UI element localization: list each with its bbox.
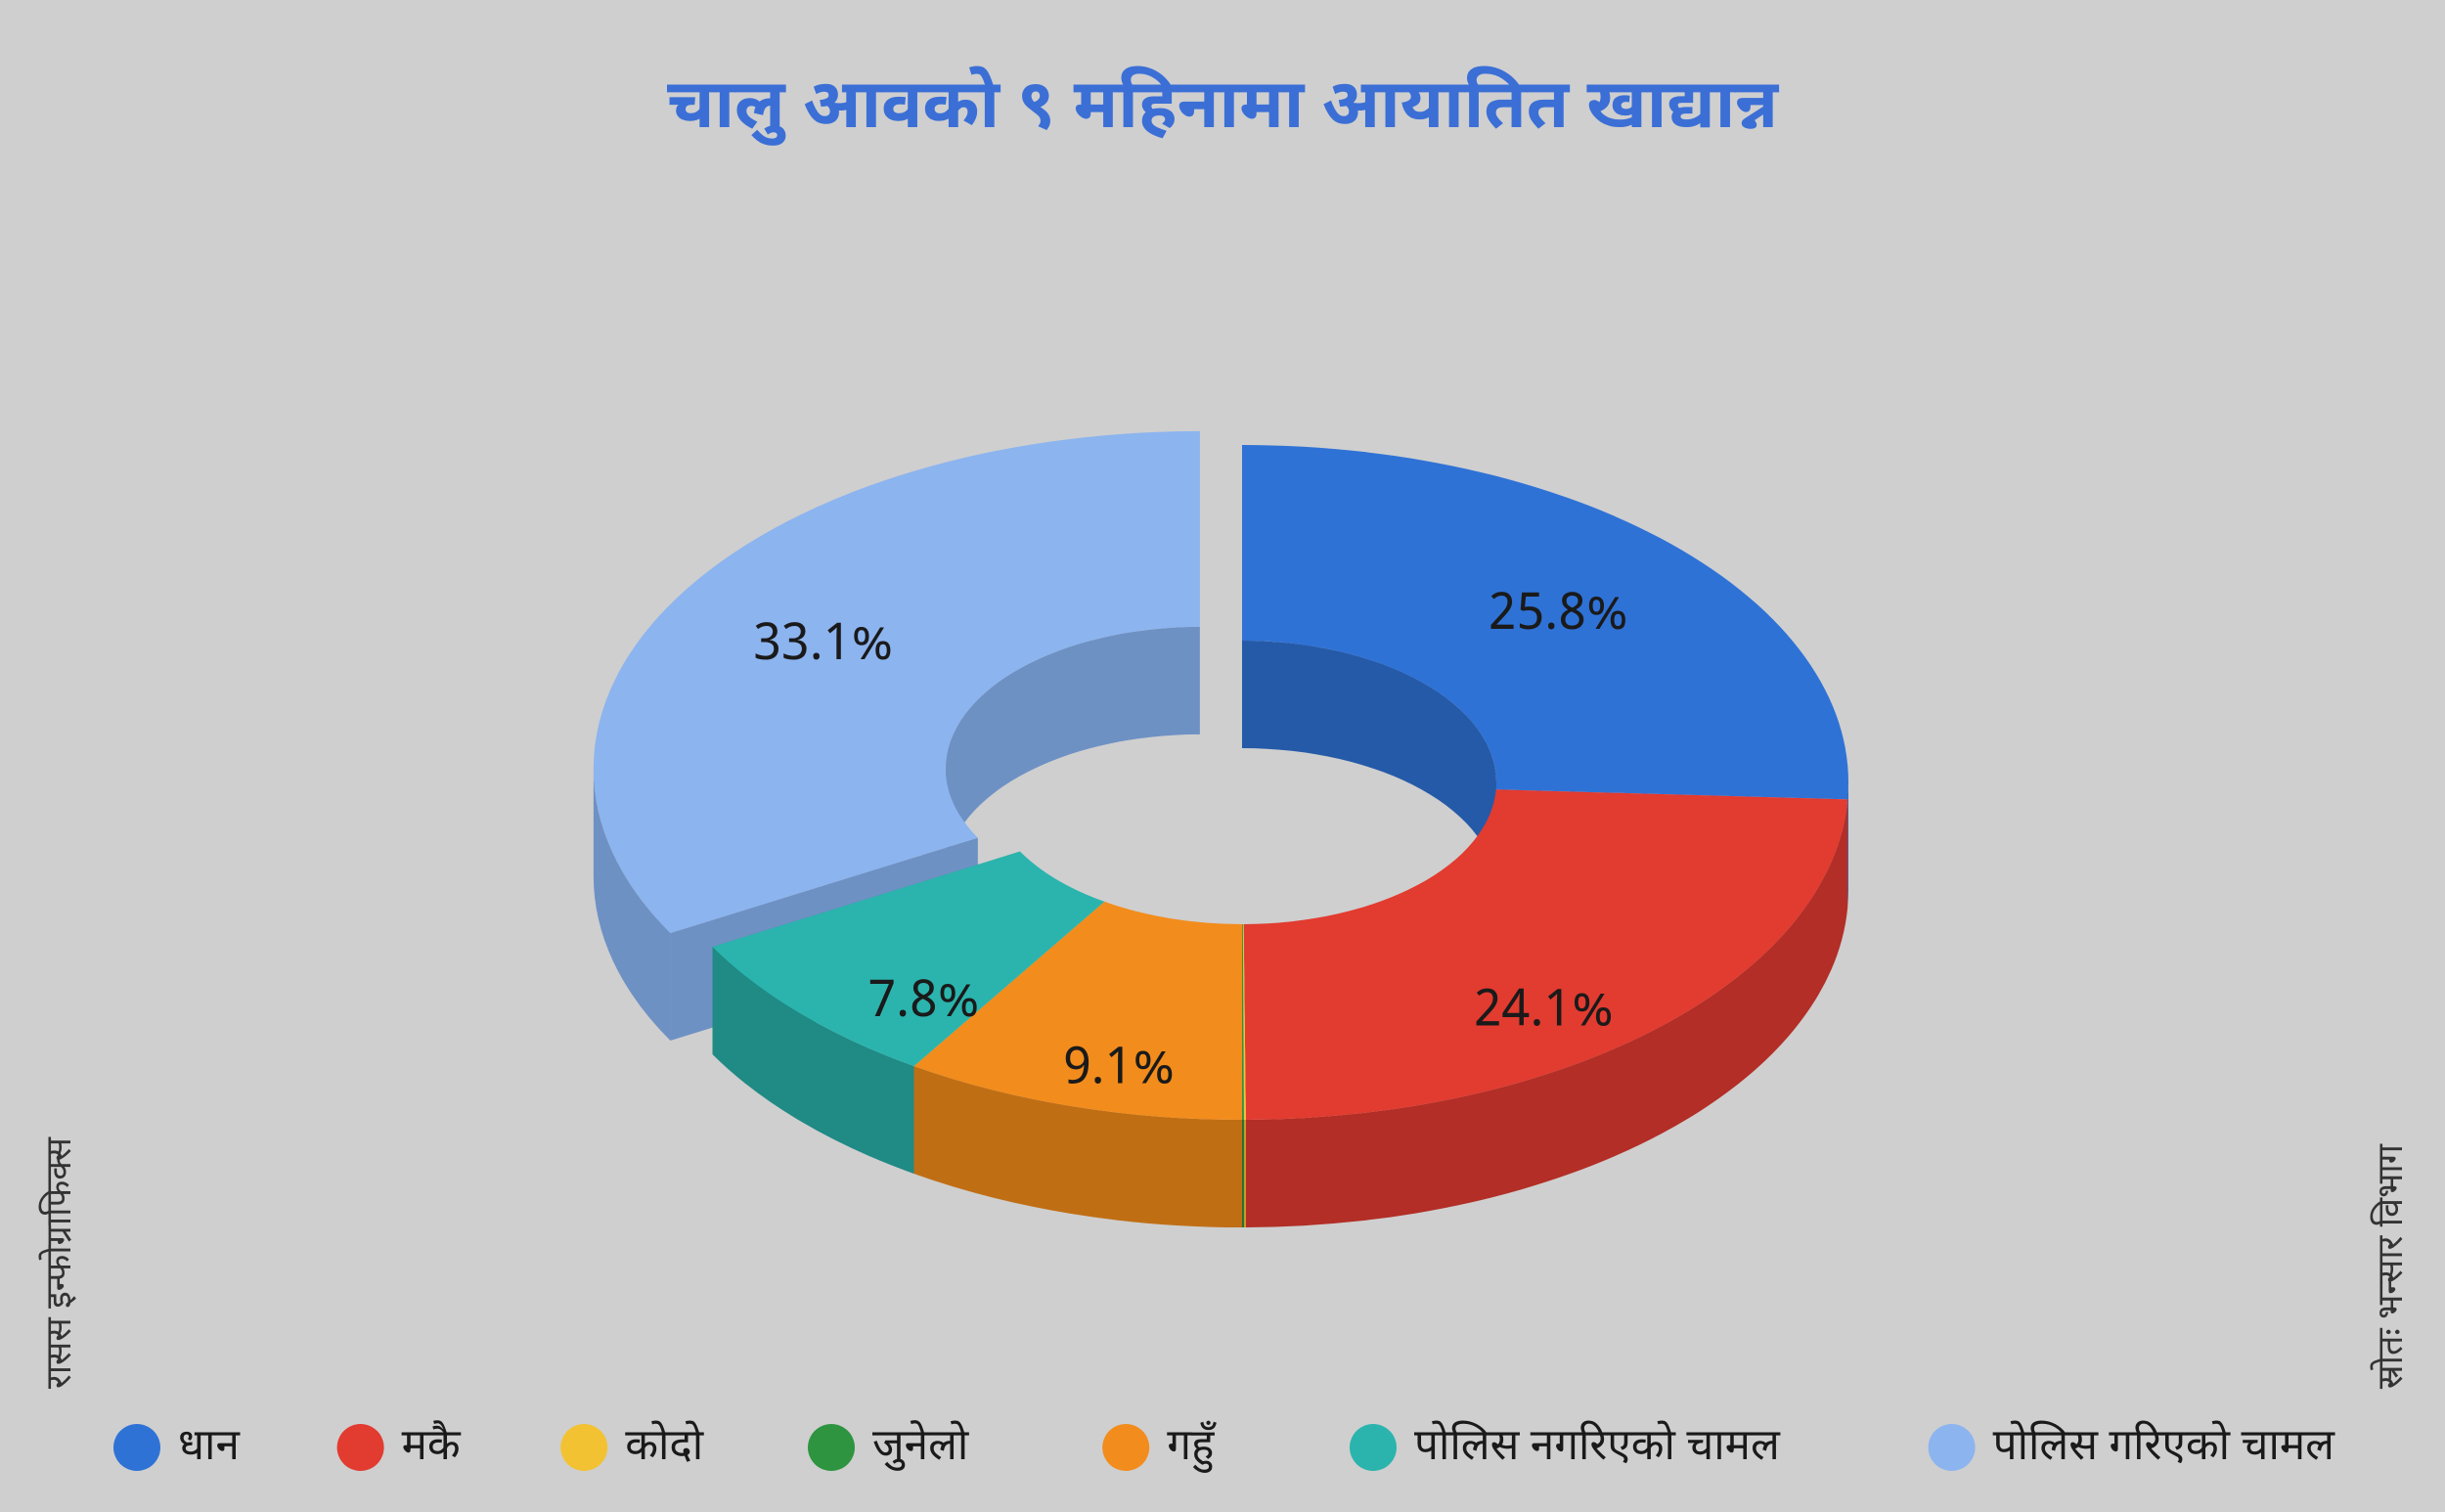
- legend-label-3: जुनेलो: [872, 1419, 970, 1477]
- slice-label-1: 24.1%: [1474, 980, 1614, 1046]
- legend-marker-4: [1102, 1424, 1149, 1471]
- legend-label-1: मकै: [402, 1419, 462, 1477]
- legend-marker-2: [560, 1424, 607, 1471]
- legend-item-5: पोलिस नगरिएको चामल: [1350, 1420, 1781, 1477]
- legend-item-2: कोदो: [560, 1420, 705, 1477]
- legend-marker-1: [337, 1424, 384, 1471]
- slice-outer-wall-3: [1242, 1120, 1244, 1227]
- slice-label-0: 25.8%: [1489, 584, 1628, 650]
- chart-background: [0, 0, 2445, 1512]
- slice-label-5: 7.8%: [867, 971, 979, 1038]
- legend-label-0: धान: [178, 1421, 241, 1477]
- slice-label-4: 9.1%: [1063, 1038, 1175, 1104]
- legend-label-5: पोलिस नगरिएको चामल: [1414, 1420, 1781, 1477]
- credit-left: रासस इन्फोग्राफिक्स: [39, 1137, 85, 1389]
- legend-marker-3: [808, 1424, 855, 1471]
- slice-outer-wall-0: [1847, 782, 1848, 907]
- legend-label-4: गहुँ: [1167, 1419, 1217, 1477]
- slice-label-6: 33.1%: [753, 614, 893, 681]
- legend-item-0: धान: [113, 1421, 241, 1477]
- legend-marker-0: [113, 1424, 160, 1471]
- chart-container: चालु आवको ९ महिनामा आयातित खाद्यान्न 25.8…: [0, 0, 2445, 1512]
- legend-marker-6: [1929, 1424, 1976, 1471]
- slice-outer-wall-2: [1244, 1120, 1246, 1227]
- legend-marker-5: [1350, 1424, 1397, 1471]
- donut-3d-chart: चालु आवको ९ महिनामा आयातित खाद्यान्न 25.8…: [0, 0, 2445, 1512]
- legend-label-2: कोदो: [625, 1420, 705, 1477]
- chart-title: चालु आवको ९ महिनामा आयातित खाद्यान्न: [667, 66, 1779, 156]
- legend-item-3: जुनेलो: [808, 1419, 970, 1477]
- credit-right: स्रोतः भन्सार विभाग: [2371, 1144, 2417, 1389]
- legend-label-6: पोलिस गरिएको चामल: [1993, 1420, 2336, 1477]
